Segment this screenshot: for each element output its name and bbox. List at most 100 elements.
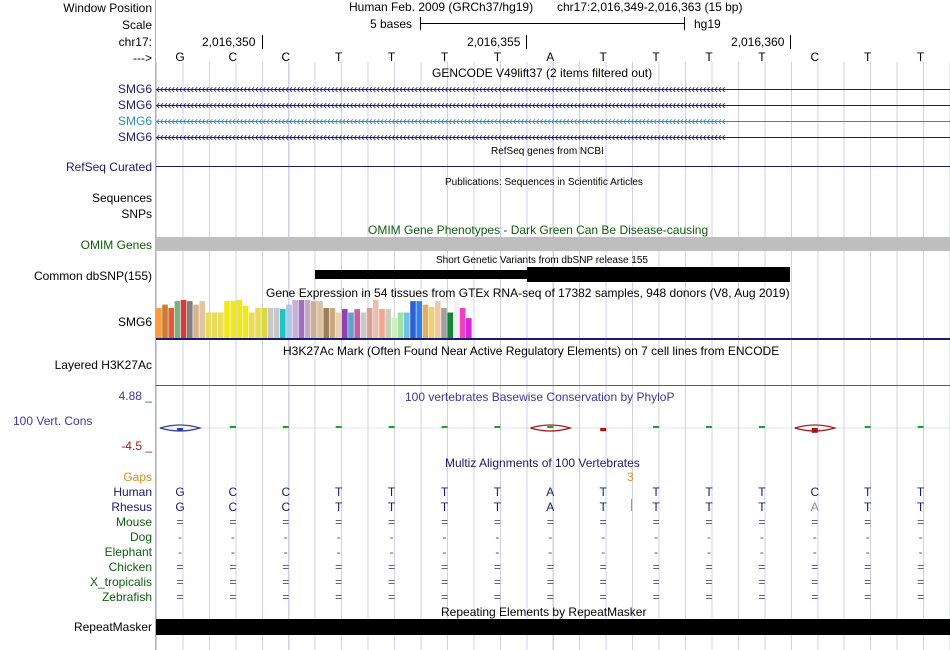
- repeatmasker-element-bar[interactable]: [156, 619, 950, 635]
- gtex-tissue-bar[interactable]: [416, 301, 422, 338]
- gtex-tissue-bar[interactable]: [174, 301, 181, 338]
- gtex-tissue-bar[interactable]: [366, 308, 373, 338]
- gtex-tissue-bar[interactable]: [422, 304, 429, 338]
- h3k27ac-track-label[interactable]: Layered H3K27Ac: [54, 358, 152, 372]
- species-label[interactable]: Rhesus: [111, 500, 152, 514]
- gtex-tissue-bar[interactable]: [453, 301, 460, 338]
- gtex-tissue-bar[interactable]: [404, 312, 410, 339]
- gtex-tissue-bar[interactable]: [391, 318, 398, 338]
- phylop-track-label[interactable]: 100 Vert. Cons: [13, 414, 93, 428]
- phylop-score-mark[interactable]: [282, 426, 289, 428]
- gtex-tissue-bar[interactable]: [162, 304, 168, 338]
- gtex-tissue-bar[interactable]: [218, 312, 224, 339]
- gtex-tissue-bar[interactable]: [180, 300, 187, 338]
- phylop-score-mark[interactable]: [494, 426, 501, 428]
- gtex-tissue-bar[interactable]: [335, 312, 342, 339]
- gencode-transcript-line[interactable]: ‹‹‹‹‹‹‹‹‹‹‹‹‹‹‹‹‹‹‹‹‹‹‹‹‹‹‹‹‹‹‹‹‹‹‹‹‹‹‹‹…: [156, 98, 950, 112]
- gtex-tissue-bar[interactable]: [242, 305, 249, 338]
- omim-track-label[interactable]: OMIM Genes: [80, 238, 152, 252]
- gencode-transcript-label[interactable]: SMG6: [117, 82, 152, 96]
- gtex-tissue-bar[interactable]: [379, 309, 385, 338]
- omim-gene-bar[interactable]: [156, 237, 950, 251]
- gtex-tissue-bar[interactable]: [298, 300, 305, 338]
- phylop-score-mark[interactable]: [758, 426, 765, 428]
- gtex-tissue-bar[interactable]: [168, 308, 174, 338]
- gtex-tissue-bar[interactable]: [211, 312, 218, 339]
- phylop-conservation-plot[interactable]: [156, 400, 950, 450]
- phylop-score-mark[interactable]: [229, 426, 236, 428]
- species-label[interactable]: Human: [113, 485, 152, 499]
- refseq-gene-line[interactable]: [156, 166, 950, 167]
- gtex-tissue-bar[interactable]: [199, 301, 205, 338]
- gtex-tissue-bar[interactable]: [317, 301, 323, 338]
- refseq-track-label[interactable]: RefSeq Curated: [65, 160, 152, 174]
- gtex-tissue-bar[interactable]: [224, 301, 230, 338]
- gaps-label[interactable]: Gaps: [123, 470, 152, 484]
- phylop-score-mark[interactable]: [706, 426, 712, 428]
- phylop-score-mark[interactable]: [388, 426, 395, 428]
- gencode-transcript-label[interactable]: SMG6: [117, 130, 152, 144]
- gtex-tissue-bar[interactable]: [329, 308, 336, 338]
- gtex-tissue-bar[interactable]: [187, 301, 193, 338]
- dbsnp-track-label[interactable]: Common dbSNP(155): [33, 269, 152, 283]
- species-label[interactable]: Dog: [129, 530, 152, 544]
- gtex-tissue-bar[interactable]: [304, 300, 311, 338]
- gtex-tissue-bar[interactable]: [261, 308, 267, 338]
- gtex-tissue-bar[interactable]: [193, 304, 199, 338]
- phylop-score-mark[interactable]: [335, 426, 342, 428]
- gtex-tissue-bar[interactable]: [385, 309, 391, 338]
- dbsnp-variant-bar-2[interactable]: [527, 267, 790, 282]
- gencode-transcript-line[interactable]: ‹‹‹‹‹‹‹‹‹‹‹‹‹‹‹‹‹‹‹‹‹‹‹‹‹‹‹‹‹‹‹‹‹‹‹‹‹‹‹‹…: [156, 130, 950, 144]
- gtex-tissue-bar[interactable]: [255, 308, 261, 338]
- gtex-tissue-bar[interactable]: [249, 312, 255, 339]
- gencode-transcript-label[interactable]: SMG6: [117, 98, 152, 112]
- gtex-tissue-bar[interactable]: [236, 300, 243, 338]
- gtex-tissue-bar[interactable]: [435, 301, 441, 338]
- species-label[interactable]: Chicken: [108, 560, 152, 574]
- gtex-tissue-bar[interactable]: [267, 308, 274, 338]
- gtex-track-label[interactable]: SMG6: [117, 315, 152, 329]
- gtex-tissue-bar[interactable]: [292, 300, 298, 338]
- gtex-tissue-bar[interactable]: [447, 312, 453, 339]
- species-label[interactable]: Mouse: [115, 515, 152, 529]
- gtex-tissue-bar[interactable]: [354, 309, 360, 338]
- gencode-transcript-line[interactable]: ‹‹‹‹‹‹‹‹‹‹‹‹‹‹‹‹‹‹‹‹‹‹‹‹‹‹‹‹‹‹‹‹‹‹‹‹‹‹‹‹…: [156, 114, 950, 128]
- gtex-expression-bars[interactable]: [156, 300, 556, 338]
- species-label[interactable]: Zebrafish: [101, 590, 152, 604]
- snps-track-label[interactable]: SNPs: [121, 207, 152, 221]
- phylop-score-mark[interactable]: [547, 426, 554, 428]
- phylop-score-mark[interactable]: [177, 428, 183, 431]
- gtex-tissue-bar[interactable]: [286, 304, 292, 338]
- gtex-tissue-bar[interactable]: [466, 318, 472, 338]
- gtex-tissue-bar[interactable]: [273, 308, 280, 338]
- phylop-score-mark[interactable]: [917, 426, 924, 428]
- repeatmasker-track-label[interactable]: RepeatMasker: [73, 620, 152, 634]
- species-label[interactable]: Elephant: [104, 545, 152, 559]
- gtex-tissue-bar[interactable]: [360, 312, 367, 339]
- phylop-score-mark[interactable]: [600, 428, 607, 432]
- gtex-tissue-bar[interactable]: [459, 308, 466, 338]
- gtex-tissue-bar[interactable]: [441, 308, 447, 338]
- gtex-tissue-bar[interactable]: [348, 312, 354, 339]
- gtex-tissue-bar[interactable]: [410, 301, 416, 338]
- gtex-tissue-bar[interactable]: [280, 309, 286, 338]
- gtex-tissue-bar[interactable]: [373, 300, 379, 338]
- gtex-tissue-bar[interactable]: [428, 306, 435, 338]
- window-position-text[interactable]: chr17:2,016,349-2,016,363 (15 bp): [557, 0, 743, 14]
- gencode-transcript-label[interactable]: SMG6: [117, 114, 152, 128]
- gtex-tissue-bar[interactable]: [205, 312, 212, 339]
- gtex-tissue-bar[interactable]: [311, 301, 317, 338]
- gtex-tissue-bar[interactable]: [156, 308, 162, 338]
- gtex-tissue-bar[interactable]: [342, 309, 348, 338]
- dbsnp-variant-bar-1[interactable]: [315, 270, 527, 279]
- species-label[interactable]: X_tropicalis: [89, 575, 152, 589]
- phylop-score-mark[interactable]: [653, 426, 660, 428]
- gtex-tissue-bar[interactable]: [323, 308, 329, 338]
- gtex-tissue-bar[interactable]: [230, 301, 236, 338]
- sequences-track-label[interactable]: Sequences: [91, 191, 152, 205]
- gtex-tissue-bar[interactable]: [397, 312, 404, 339]
- phylop-score-mark[interactable]: [441, 426, 448, 428]
- phylop-score-mark[interactable]: [864, 426, 871, 428]
- gencode-transcript-line[interactable]: ‹‹‹‹‹‹‹‹‹‹‹‹‹‹‹‹‹‹‹‹‹‹‹‹‹‹‹‹‹‹‹‹‹‹‹‹‹‹‹‹…: [156, 82, 950, 96]
